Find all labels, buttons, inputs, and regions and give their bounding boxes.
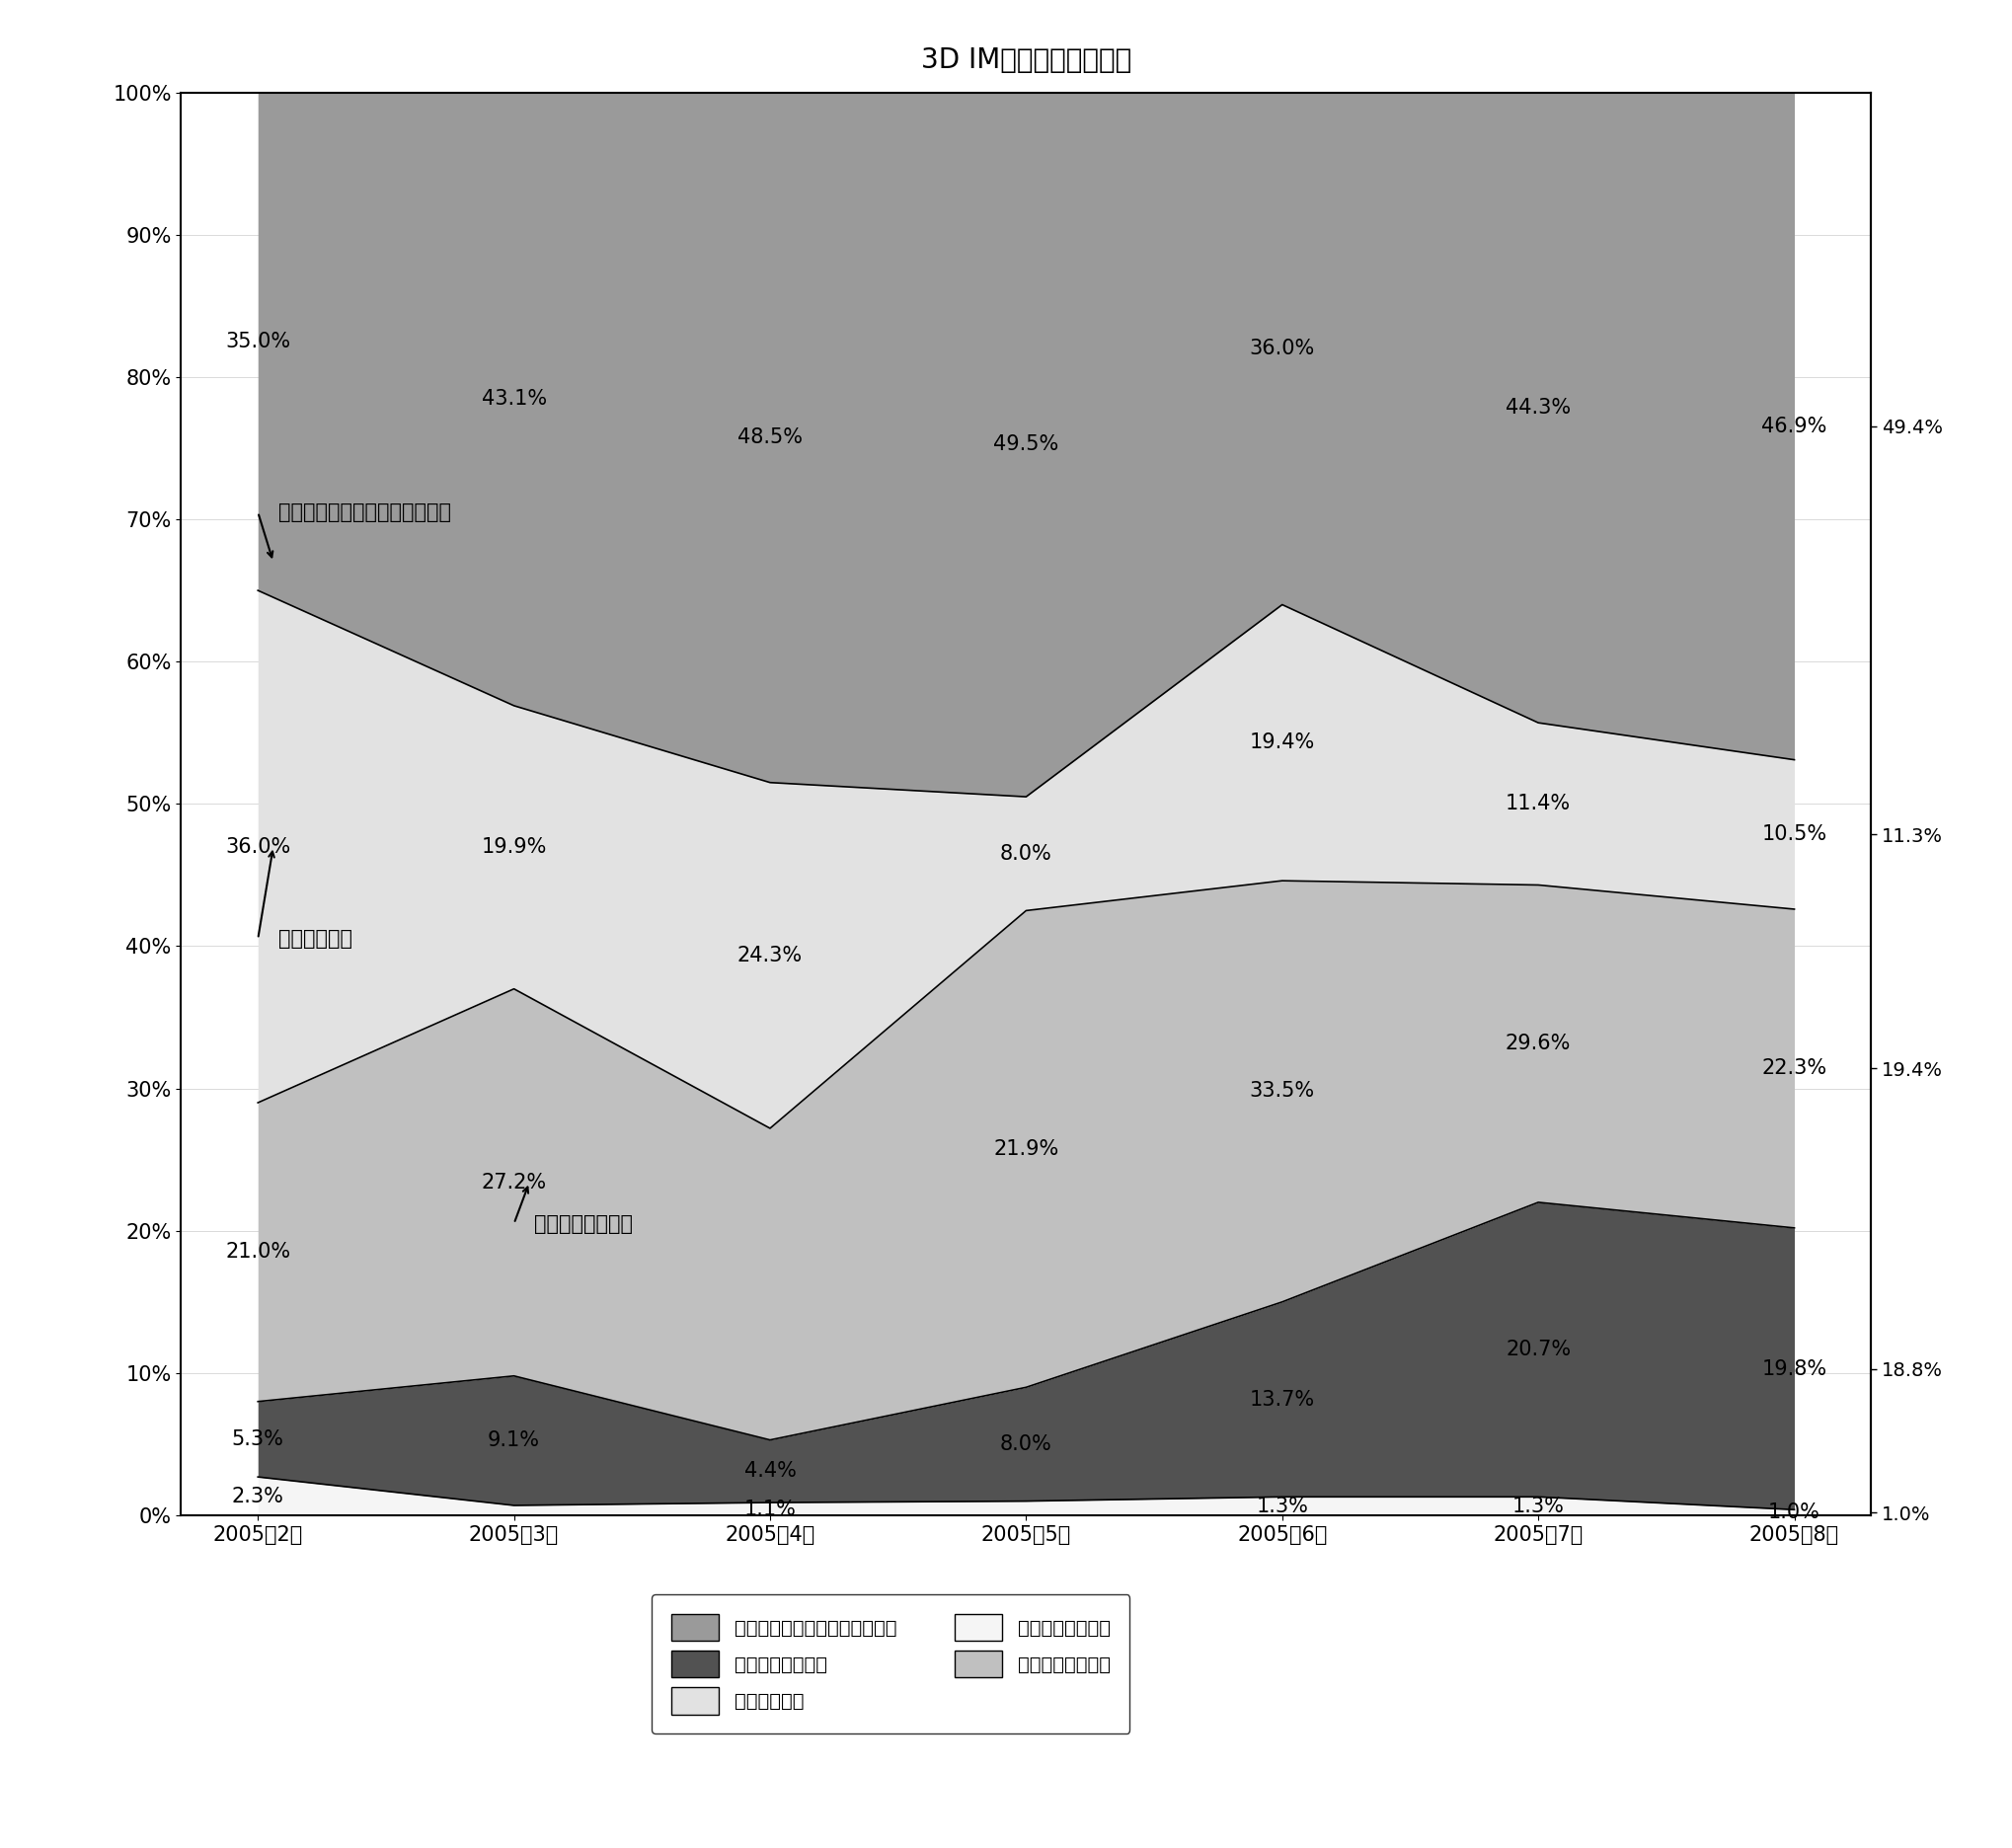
Text: 29.6%: 29.6% <box>1505 1033 1571 1053</box>
Text: 1.3%: 1.3% <box>1513 1497 1565 1515</box>
Text: 49.5%: 49.5% <box>994 434 1058 455</box>
Text: 22.3%: 22.3% <box>1763 1059 1827 1079</box>
Text: 登録したがログインしなかった: 登録したがログインしなかった <box>278 503 451 521</box>
Text: 43.1%: 43.1% <box>481 390 547 408</box>
Text: 8.0%: 8.0% <box>1000 1434 1052 1454</box>
Text: 10.5%: 10.5% <box>1763 824 1827 845</box>
Text: 1.3%: 1.3% <box>1255 1497 1308 1515</box>
Title: 3D IMの「ファンネル」: 3D IMの「ファンネル」 <box>921 46 1131 74</box>
Text: 35.0%: 35.0% <box>225 331 290 351</box>
Text: 24.3%: 24.3% <box>738 946 803 965</box>
Text: 44.3%: 44.3% <box>1505 397 1571 418</box>
Text: 36.0%: 36.0% <box>225 837 290 856</box>
Text: 会話を１回行った: 会話を１回行った <box>535 1214 634 1233</box>
Text: 1.1%: 1.1% <box>744 1499 797 1519</box>
Legend: 登録したがログインしなかった, 会話を５回行った, ログインした, 有料会員になった, 会話を１回行った: 登録したがログインしなかった, 会話を５回行った, ログインした, 有料会員にな… <box>652 1595 1131 1733</box>
Text: 20.7%: 20.7% <box>1505 1340 1571 1360</box>
Text: 21.9%: 21.9% <box>994 1138 1058 1159</box>
Text: 19.8%: 19.8% <box>1763 1358 1827 1379</box>
Text: 8.0%: 8.0% <box>1000 845 1052 863</box>
Text: 21.0%: 21.0% <box>225 1242 290 1262</box>
Text: 33.5%: 33.5% <box>1249 1081 1314 1101</box>
Text: 19.9%: 19.9% <box>481 837 547 857</box>
Text: 5.3%: 5.3% <box>231 1429 284 1449</box>
Text: 48.5%: 48.5% <box>738 427 803 447</box>
Text: 4.4%: 4.4% <box>744 1462 797 1480</box>
Text: 27.2%: 27.2% <box>481 1172 547 1192</box>
Text: 46.9%: 46.9% <box>1763 416 1827 436</box>
Text: 19.4%: 19.4% <box>1249 734 1316 752</box>
Text: 1.0%: 1.0% <box>1769 1502 1821 1523</box>
Text: 36.0%: 36.0% <box>1249 338 1316 359</box>
Text: 9.1%: 9.1% <box>487 1430 539 1451</box>
Text: 2.3%: 2.3% <box>231 1486 284 1506</box>
Text: ログインした: ログインした <box>278 930 352 948</box>
Text: 11.4%: 11.4% <box>1505 795 1571 813</box>
Text: 13.7%: 13.7% <box>1249 1390 1314 1410</box>
